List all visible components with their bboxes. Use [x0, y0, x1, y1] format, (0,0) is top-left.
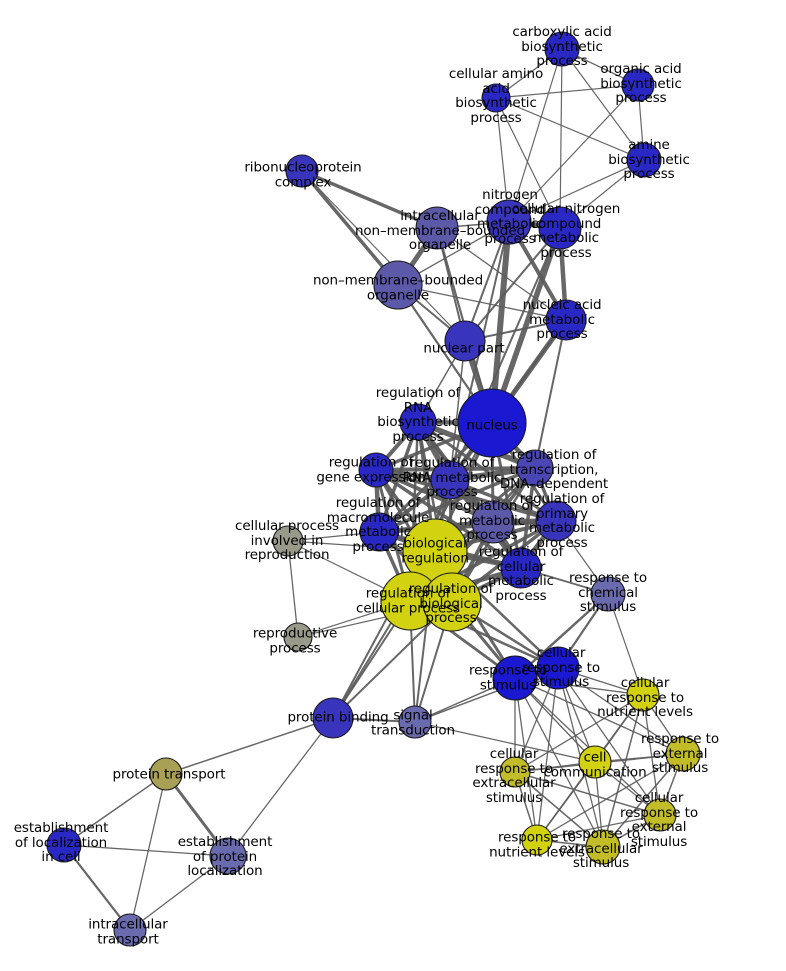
graph-edge	[62, 843, 132, 932]
graph-node[interactable]	[585, 829, 621, 865]
graph-edge	[300, 169, 400, 287]
graph-edge	[514, 677, 684, 755]
graph-edge	[514, 677, 538, 841]
graph-edge	[561, 48, 645, 161]
graph-edge	[63, 844, 229, 857]
graph-edge	[301, 170, 466, 342]
graph-node[interactable]	[665, 736, 701, 772]
graph-edge	[129, 855, 229, 931]
graph-node[interactable]	[481, 83, 511, 113]
graph-node[interactable]	[499, 756, 531, 788]
edge-layer	[62, 48, 684, 932]
graph-edge	[495, 97, 561, 229]
graph-node[interactable]	[535, 500, 577, 542]
graph-node[interactable]	[415, 206, 459, 250]
graph-edge	[129, 773, 167, 931]
graph-node[interactable]	[516, 449, 554, 487]
graph-node[interactable]	[430, 460, 470, 500]
graph-node[interactable]	[359, 512, 399, 552]
graph-edge	[63, 773, 167, 846]
graph-edge	[534, 319, 567, 469]
graph-node[interactable]	[486, 199, 532, 245]
graph-node[interactable]	[46, 827, 82, 863]
graph-node[interactable]	[538, 206, 582, 250]
graph-edge	[559, 48, 563, 229]
graph-edge	[300, 169, 439, 230]
graph-edge	[508, 48, 563, 223]
graph-edge	[607, 593, 644, 696]
graph-edge	[495, 97, 645, 161]
graph-node[interactable]	[422, 572, 482, 632]
graph-edge	[495, 84, 639, 99]
graph-edge	[514, 677, 661, 816]
graph-node[interactable]	[399, 403, 437, 441]
graph-node[interactable]	[521, 824, 553, 856]
graph-node[interactable]	[626, 678, 660, 712]
graph-node[interactable]	[283, 622, 313, 652]
graph-edge	[514, 771, 661, 816]
graph-edge	[514, 677, 604, 848]
graph-node[interactable]	[500, 547, 542, 589]
graph-edge	[464, 227, 561, 342]
graph-node[interactable]	[272, 525, 304, 557]
graph-edge	[374, 468, 558, 523]
graph-node[interactable]	[444, 320, 486, 362]
graph-node[interactable]	[626, 142, 662, 178]
graph-edge	[514, 771, 604, 848]
graph-node[interactable]	[492, 655, 538, 701]
graph-node[interactable]	[285, 154, 319, 188]
graph-node[interactable]	[643, 798, 677, 832]
graph-node[interactable]	[149, 757, 183, 791]
graph-node[interactable]	[578, 745, 612, 779]
graph-node[interactable]	[373, 260, 423, 310]
graph-node[interactable]	[209, 837, 247, 875]
graph-edge	[508, 159, 645, 223]
graph-node[interactable]	[358, 452, 394, 488]
graph-node[interactable]	[471, 500, 515, 544]
graph-edge	[602, 694, 644, 848]
graph-node[interactable]	[312, 697, 354, 739]
graph-edge	[287, 540, 299, 638]
graph-edge	[397, 284, 567, 321]
graph-node[interactable]	[621, 68, 655, 102]
graph-edge	[449, 340, 466, 481]
graph-node[interactable]	[398, 705, 432, 739]
graph-edge	[416, 420, 558, 523]
graph-edge	[508, 84, 639, 223]
graph-node[interactable]	[544, 31, 580, 67]
graph-edge	[536, 814, 661, 841]
graph-node[interactable]	[457, 388, 527, 458]
graph-edge	[436, 227, 567, 321]
node-layer	[46, 31, 701, 947]
graph-edge	[642, 694, 661, 816]
graph-edge	[227, 717, 334, 857]
graph-node[interactable]	[536, 646, 580, 690]
graph-edge	[536, 667, 559, 841]
graph-node[interactable]	[113, 913, 147, 947]
graph-node[interactable]	[590, 576, 626, 612]
graph-edge	[514, 694, 644, 773]
graph-edge	[165, 717, 334, 775]
graph-edge	[536, 753, 684, 841]
graph-edge	[557, 667, 684, 755]
graph-edge	[414, 721, 596, 763]
graph-node[interactable]	[545, 299, 587, 341]
